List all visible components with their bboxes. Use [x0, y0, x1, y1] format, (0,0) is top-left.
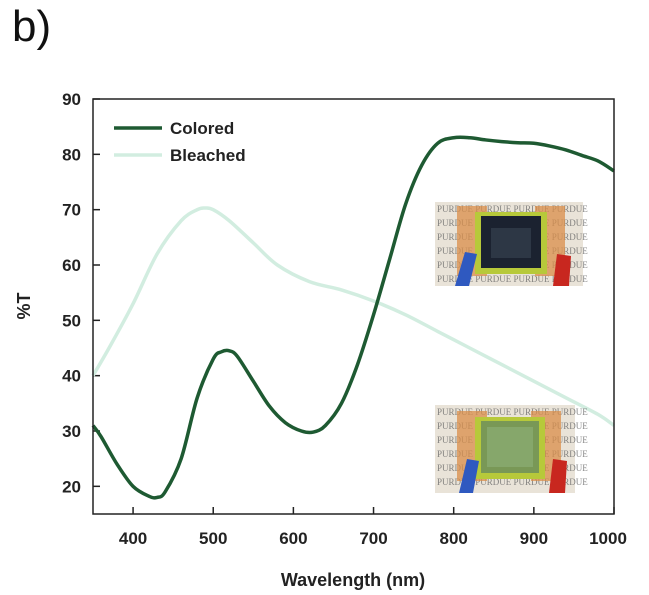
y-tick-label: 70: [62, 201, 81, 220]
svg-text:PURDUE PURDUE PURDUE PURDUE: PURDUE PURDUE PURDUE PURDUE: [437, 204, 588, 214]
colored-device-photo: PURDUE PURDUE PURDUE PURDUE PURDUE PURDU…: [435, 202, 588, 286]
x-tick-label: 1000: [589, 529, 627, 548]
ticks-layer: 400 500 600 700 800 900 1000 20 30 40 50 60 70 80 90: [62, 90, 627, 548]
y-tick-label: 40: [62, 367, 81, 386]
legend: Colored Bleached: [114, 119, 246, 165]
series-line-bleached: [91, 206, 616, 427]
y-tick-label: 50: [62, 311, 81, 330]
y-tick-label: 80: [62, 145, 81, 164]
x-tick-label: 900: [520, 529, 548, 548]
red-clip: [553, 254, 571, 286]
y-tick-label: 20: [62, 477, 81, 496]
legend-label-colored: Colored: [170, 119, 234, 138]
lines-layer: [91, 135, 616, 500]
bleached-device-photo: PURDUE PURDUE PURDUE PURDUE PURDUE PURDU…: [435, 405, 588, 493]
panel-label: b): [12, 2, 52, 51]
y-tick-label: 60: [62, 256, 81, 275]
legend-label-bleached: Bleached: [170, 146, 246, 165]
blue-clip: [455, 252, 477, 286]
blue-clip: [459, 459, 479, 493]
series-line-colored: [91, 135, 615, 500]
x-tick-label: 600: [279, 529, 307, 548]
x-tick-label: 700: [359, 529, 387, 548]
svg-text:PURDUE PURDUE PURDUE PURDUE: PURDUE PURDUE PURDUE PURDUE: [437, 274, 588, 284]
x-tick-label: 800: [440, 529, 468, 548]
svg-text:PURDUE PURDUE PURDUE PURDUE: PURDUE PURDUE PURDUE PURDUE: [437, 477, 588, 487]
x-tick-label: 400: [119, 529, 147, 548]
plot-frame: [92, 98, 615, 515]
y-axis-title: %T: [14, 292, 34, 319]
red-clip: [549, 459, 567, 493]
y-tick-label: 30: [62, 422, 81, 441]
svg-text:PURDUE PURDUE PURDUE PURDUE: PURDUE PURDUE PURDUE PURDUE: [437, 407, 588, 417]
x-tick-label: 500: [199, 529, 227, 548]
x-axis-title: Wavelength (nm): [281, 570, 425, 590]
y-tick-label: 90: [62, 90, 81, 109]
